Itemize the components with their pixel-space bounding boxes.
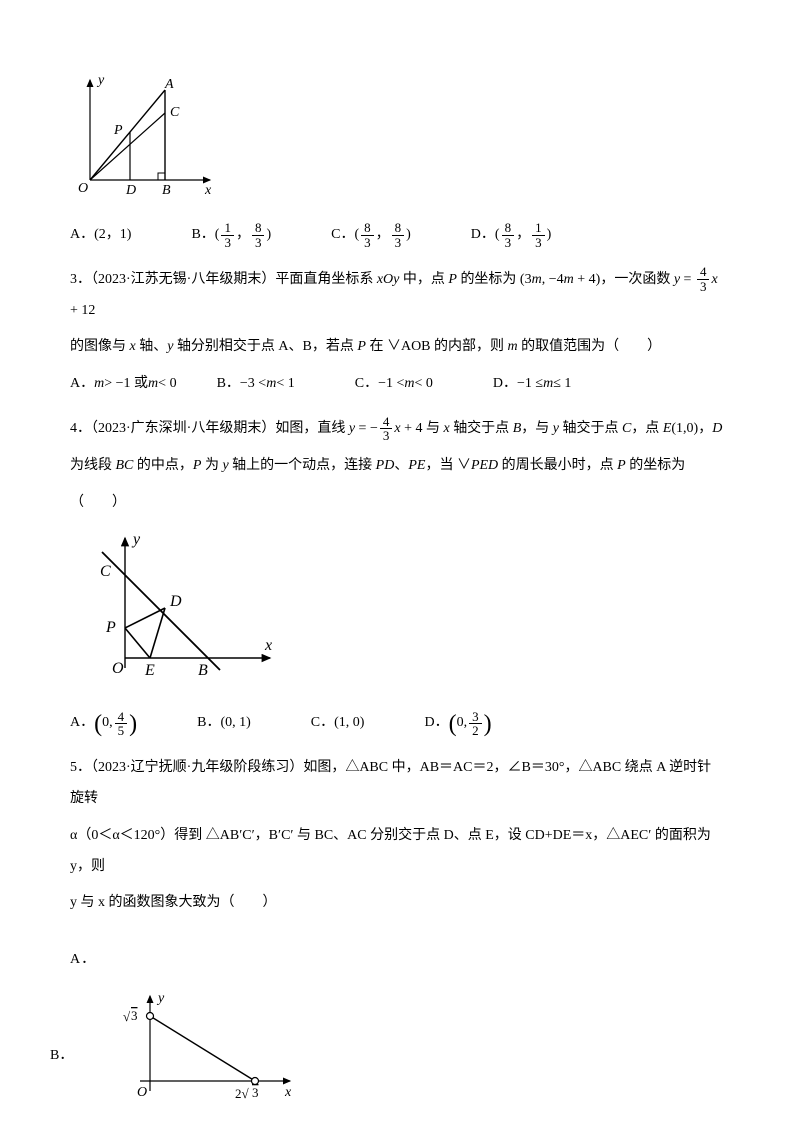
q4-option-a: A．(0,45): [70, 708, 137, 739]
svg-text:O: O: [112, 660, 124, 677]
svg-text:P: P: [113, 123, 123, 138]
svg-text:2√: 2√: [235, 1086, 250, 1101]
svg-text:C: C: [100, 563, 111, 580]
q5-text-3: y 与 x 的函数图象大致为（ ）: [70, 888, 724, 919]
q5-option-b-label: B．: [50, 1041, 73, 1072]
q4-option-c: C．(1, 0): [311, 708, 365, 739]
svg-text:3: 3: [131, 1008, 138, 1023]
svg-text:E: E: [144, 662, 155, 679]
svg-text:P: P: [105, 619, 116, 636]
q3-option-c: C．−1 < m < 0: [355, 369, 433, 400]
svg-text:3: 3: [252, 1085, 259, 1100]
q5-text-1: 5．（2023·辽宁抚顺·九年级阶段练习）如图，△ABC 中，AB＝AC＝2，∠…: [70, 753, 724, 815]
q4-text-2: 为线段 BC 的中点，P 为 y 轴上的一个动点，连接 PD、PE，当 ∨PED…: [70, 451, 724, 482]
svg-text:x: x: [264, 637, 272, 654]
q2-option-d: D．( 83 ， 13 ): [471, 220, 551, 251]
svg-text:O: O: [137, 1085, 147, 1100]
q4-option-b: B．(0, 1): [197, 708, 251, 739]
svg-text:A: A: [164, 77, 174, 92]
q3-option-b: B．−3 < m < 1: [217, 369, 295, 400]
q4-option-d: D．(0,32): [424, 708, 491, 739]
svg-text:√: √: [123, 1009, 131, 1024]
q3-options: A．m > −1 或 m < 0 B．−3 < m < 1 C．−1 < m <…: [70, 369, 724, 400]
q3-option-a: A．m > −1 或 m < 0: [70, 369, 177, 400]
q2-option-b: B．( 13 ， 83 ): [191, 220, 271, 251]
svg-text:B: B: [162, 183, 171, 198]
svg-text:y: y: [156, 991, 165, 1006]
svg-text:x: x: [284, 1085, 292, 1100]
q2-options: A．(2，1) B．( 13 ， 83 ) C．( 83 ， 83 ) D．( …: [70, 220, 724, 251]
q5-text-2: α（0＜α＜120°）得到 △AB′C′，B′C′ 与 BC、AC 分别交于点 …: [70, 821, 724, 883]
q4-options: A．(0,45) B．(0, 1) C．(1, 0) D．(0,32): [70, 708, 724, 739]
q2-option-a: A．(2，1): [70, 220, 131, 251]
q4-text: 4．（2023·广东深圳·八年级期末）如图，直线 y = −43x + 4 与 …: [70, 414, 724, 445]
svg-text:O: O: [78, 181, 88, 196]
q3-text-2: 的图像与 x 轴、y 轴分别相交于点 A、B，若点 P 在 ∨AOB 的内部，则…: [70, 332, 724, 363]
q5-option-a-label: A．: [70, 945, 724, 976]
q4-text-3: （ ）: [70, 488, 724, 519]
axis-x-label: x: [204, 183, 212, 198]
svg-text:D: D: [125, 183, 136, 198]
svg-text:D: D: [169, 593, 182, 610]
axis-y-label: y: [96, 73, 105, 88]
svg-text:B: B: [198, 662, 208, 679]
q3-option-d: D．−1 ≤ m ≤ 1: [493, 369, 572, 400]
q2-option-c: C．( 83 ， 83 ): [331, 220, 411, 251]
figure-q4: y x O E B C D P: [70, 528, 724, 688]
svg-text:y: y: [131, 531, 141, 548]
figure-q2: y x O D B A C P: [70, 70, 724, 200]
q3-text: 3．（2023·江苏无锡·八年级期末）平面直角坐标系 xOy 中，点 P 的坐标…: [70, 265, 724, 327]
svg-text:C: C: [170, 105, 180, 120]
figure-q5: B． y x O √3 2√3: [70, 986, 724, 1106]
